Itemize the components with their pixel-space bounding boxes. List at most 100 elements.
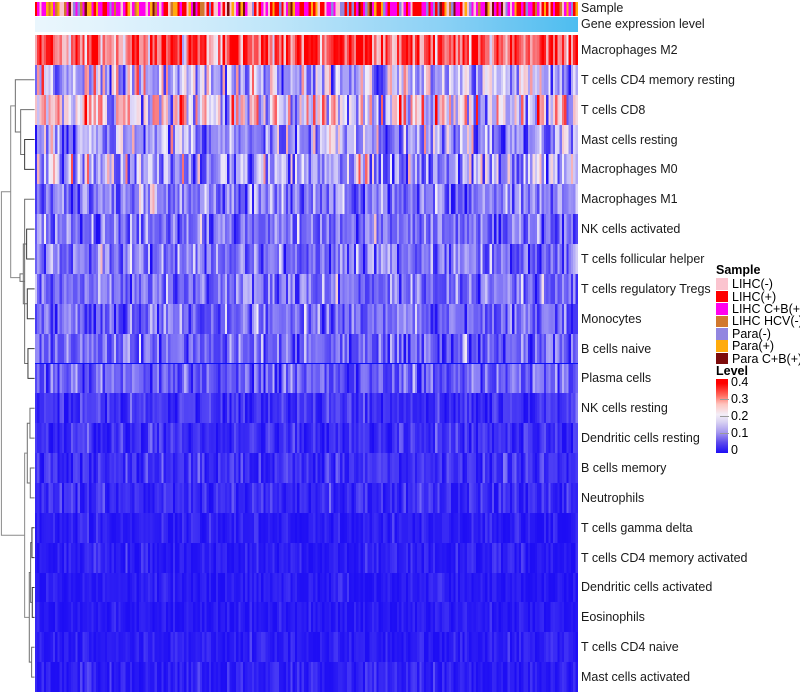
level-tick-mark [720,399,729,400]
sample-legend: Sample LIHC(-) LIHC(+) LIHC C+B(+) LIHC HCV… [716,263,800,365]
dendrogram-branch [21,110,35,155]
dendrogram-branch [25,453,30,617]
dendrogram-branch [27,289,34,319]
row-label: T cells gamma delta [581,520,693,535]
row-label: T cells CD4 naive [581,640,679,655]
heatmap-row [35,453,578,483]
row-label: B cells memory [581,461,667,476]
row-label: Macrophages M2 [581,42,678,57]
legend-item-label: LIHC C+B(+) [732,301,800,316]
heatmap-row [35,64,578,95]
sample-legend-item: LIHC C+B(+) [716,303,800,315]
legend-color-swatch [716,290,728,303]
heatmap-row [35,303,578,334]
legend-color-swatch [716,303,728,315]
level-legend: Level 0.4 0.3 0.2 0.1 0 [716,364,800,457]
row-label: Mast cells resting [581,132,678,147]
sample-legend-items: LIHC(-) LIHC(+) LIHC C+B(+) LIHC HCV(-) Para… [716,278,800,365]
sample-legend-item: LIHC(-) [716,278,800,290]
level-legend-title: Level [716,364,748,378]
heatmap-row [35,333,578,364]
dendrogram-branch [1,192,24,535]
heatmap-row [35,632,578,663]
dendrogram-branch [31,543,33,603]
dendrogram-branch [15,80,34,132]
legend-item-label: LIHC(-) [732,277,773,292]
sample-legend-item: Para(-) [716,328,800,340]
legend-color-swatch [716,315,728,328]
heatmap-row [35,94,578,125]
level-tick-label: 0.2 [731,409,749,423]
heatmap-row [35,542,578,573]
heatmap-row [35,214,578,245]
sample-legend-item: Para C+B(+) [716,351,800,366]
dendrogram-branch [30,408,35,438]
row-label: T cells CD8 [581,102,646,117]
heatmap-row [35,393,578,424]
heatmap-row [35,602,578,633]
legend-color-swatch [716,278,728,290]
row-label: T cells follicular helper [581,251,705,266]
sample-legend-title: Sample [716,263,761,277]
legend-item-label: LIHC(+) [732,289,777,304]
dendrogram-branch [20,274,25,281]
heatmap-row [35,482,578,513]
level-tick-label: 0 [731,443,738,457]
row-label: Plasma cells [581,371,652,386]
dendrogram-branch [32,647,35,677]
legend-item-label: Para C+B(+) [732,351,800,366]
row-label: Mast cells activated [581,670,691,685]
dendrogram-branch [28,349,35,379]
row-label: T cells regulatory Tregs [581,281,711,296]
gene-expression-annotation-bar [35,17,578,32]
row-label: NK cells resting [581,401,668,416]
legend-item-label: Para(-) [732,326,771,341]
legend-item-label: Para(+) [732,339,775,354]
sample-legend-item: LIHC(+) [716,289,800,304]
row-dendrogram [0,35,35,692]
heatmap-body [35,35,578,692]
gene-expression-annotation-label: Gene expression level [581,17,705,31]
dendrogram-branch [27,423,30,483]
heatmap-row [35,423,578,454]
row-label: Macrophages M0 [581,162,678,177]
dendrogram-branch [32,587,34,617]
level-tick-label: 0.1 [731,426,749,440]
heatmap-row [35,273,578,304]
sample-legend-item: Para(+) [716,340,800,352]
heatmap-row [35,35,578,65]
heatmap-row [35,662,578,692]
row-label: T cells CD4 memory resting [581,72,735,87]
level-tick-label: 0.4 [731,375,749,389]
legend-color-swatch [716,340,728,352]
dendrogram-branch [25,199,35,363]
legend-item-label: LIHC HCV(-) [732,314,800,329]
heatmap-row [35,184,578,215]
row-label: Macrophages M1 [581,192,678,207]
dendrogram-branch [11,106,20,278]
level-tick-label: 0.3 [731,392,749,406]
dendrogram-branch [25,140,35,170]
level-gradient-wrap: 0.4 0.3 0.2 0.1 0 [716,375,800,457]
row-label: T cells CD4 memory activated [581,550,748,565]
heatmap-row [35,572,578,603]
row-label: Dendritic cells activated [581,580,713,595]
heatmap-row [35,363,578,394]
heatmap-row [35,512,578,543]
dendrogram-branch [29,573,31,663]
row-label: B cells naive [581,341,652,356]
level-tick-mark [720,416,729,417]
legend-color-swatch [716,328,728,340]
dendrogram-branch [27,229,35,259]
dendrogram-branch [32,528,35,558]
level-tick-mark [720,433,729,434]
row-label: Neutrophils [581,490,645,505]
row-label: Eosinophils [581,610,645,625]
row-label: Monocytes [581,311,642,326]
heatmap-row [35,124,578,155]
legend-color-swatch [716,352,728,365]
dendrogram-branch [30,468,34,498]
sample-legend-item: LIHC HCV(-) [716,314,800,329]
sample-annotation-bar [35,2,578,16]
